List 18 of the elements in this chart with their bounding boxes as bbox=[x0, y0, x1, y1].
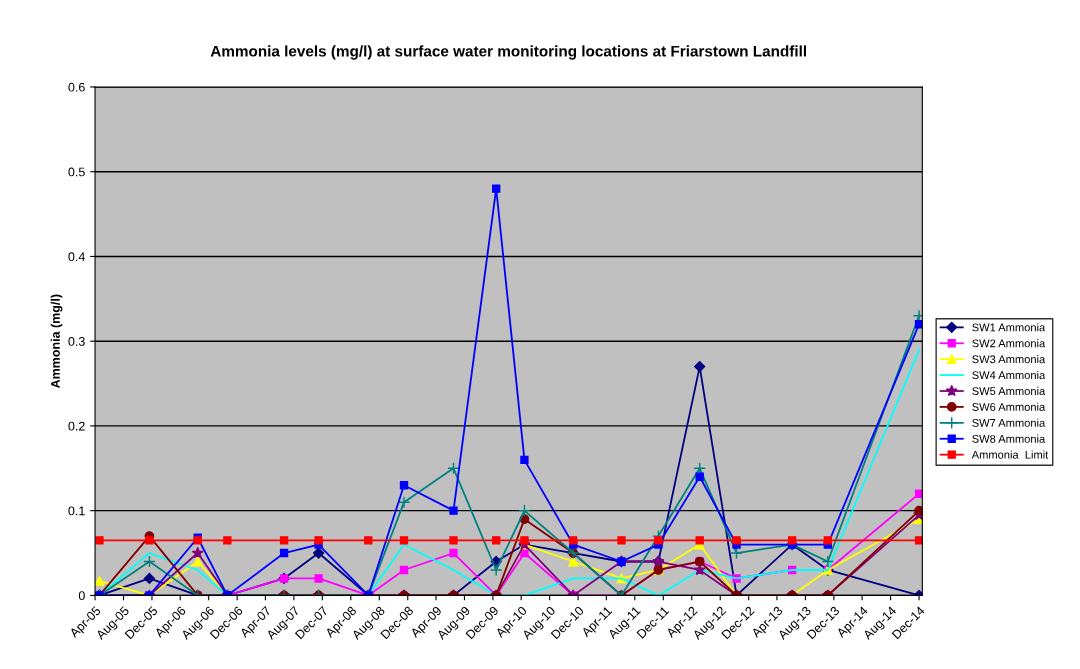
y-tick-label: 0.1 bbox=[68, 506, 85, 516]
y-tick-label: 0.6 bbox=[68, 82, 85, 92]
y-tick-label: 0.3 bbox=[68, 336, 85, 346]
y-tick-label: 0.5 bbox=[68, 167, 85, 177]
y-tick-label: 0.4 bbox=[68, 252, 85, 262]
legend-label: SW2 Ammonia bbox=[972, 339, 1046, 348]
legend-label: SW8 Ammonia bbox=[972, 434, 1046, 443]
legend-label: SW3 Ammonia bbox=[972, 355, 1046, 364]
legend-label: SW1 Ammonia bbox=[972, 323, 1046, 332]
legend-label: SW5 Ammonia bbox=[972, 386, 1046, 396]
legend-label: SW7 Ammonia bbox=[972, 418, 1046, 427]
y-axis-title: Ammonia (mg/l) bbox=[50, 294, 63, 389]
y-tick-label: 0 bbox=[78, 591, 85, 601]
chart-title: Ammonia levels (mg/l) at surface water monitoring locations at Friarstown Landfill bbox=[210, 45, 807, 60]
y-tick-label: 0.2 bbox=[68, 421, 85, 431]
legend-label: SW6 Ammonia bbox=[972, 402, 1046, 411]
legend-label: SW4 Ammonia bbox=[972, 370, 1046, 380]
legend-label: Ammonia Limit bbox=[971, 450, 1049, 459]
